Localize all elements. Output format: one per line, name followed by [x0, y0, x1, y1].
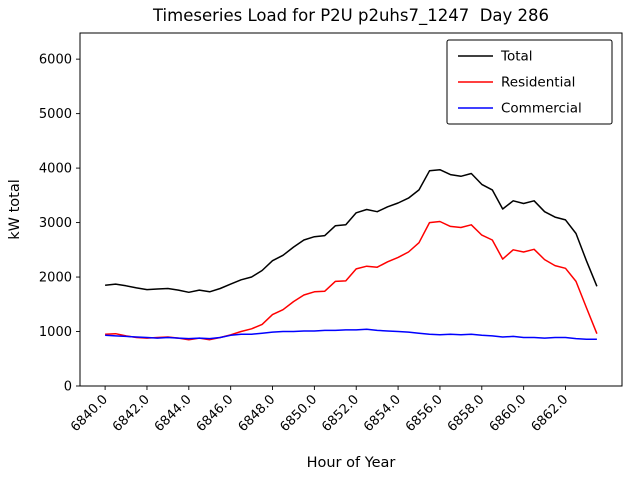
y-axis-label: kW total: [7, 179, 23, 240]
y-tick-label: 4000: [39, 162, 72, 177]
x-tick-label: 6848.0: [236, 392, 279, 435]
series-line-residential: [105, 220, 598, 341]
y-tick-label: 2000: [39, 271, 72, 286]
x-tick-label: 6858.0: [445, 392, 488, 435]
axes-frame: [79, 32, 623, 387]
y-tick-label: 0: [64, 380, 72, 395]
x-tick-label: 6844.0: [152, 392, 195, 435]
x-tick-label: 6846.0: [194, 392, 237, 435]
series-line-commercial: [105, 328, 597, 340]
y-tick-label: 6000: [39, 53, 72, 68]
legend-label-residential: Residential: [501, 75, 575, 91]
x-tick-label: 6852.0: [319, 392, 362, 435]
x-axis-label: Hour of Year: [307, 455, 396, 471]
y-tick-label: 5000: [39, 107, 72, 122]
legend-label-commercial: Commercial: [501, 101, 582, 117]
legend-box: [446, 39, 613, 125]
x-tick-label: 6860.0: [487, 392, 530, 435]
x-tick-label: 6840.0: [68, 392, 111, 435]
x-tick-label: 6862.0: [529, 392, 572, 435]
series-line-total: [105, 168, 598, 294]
x-tick-label: 6854.0: [361, 392, 404, 435]
y-tick-label: 1000: [39, 325, 72, 340]
series-group: [105, 168, 598, 341]
y-tick-label: 3000: [39, 216, 72, 231]
legend-label-total: Total: [500, 49, 533, 65]
x-tick-label: 6856.0: [403, 392, 446, 435]
x-tick-label: 6850.0: [277, 392, 320, 435]
x-tick-label: 6842.0: [110, 392, 153, 435]
chart-title: Timeseries Load for P2U p2uhs7_1247 Day …: [152, 6, 549, 26]
